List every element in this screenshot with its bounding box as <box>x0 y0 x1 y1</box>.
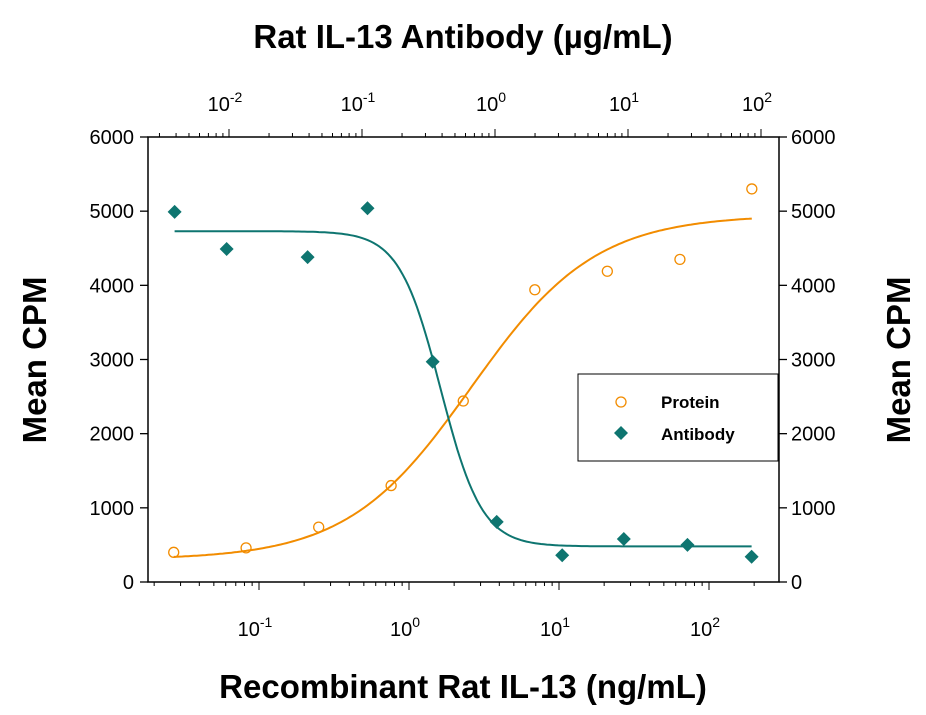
legend-label-antibody: Antibody <box>661 425 735 444</box>
protein-point <box>240 542 252 554</box>
y-tick-label-right: 2000 <box>791 424 836 446</box>
antibody-point <box>489 514 504 529</box>
x-top-tick-label: 10-1 <box>341 89 376 116</box>
protein-point <box>674 253 686 266</box>
legend: Protein Antibody <box>577 373 779 462</box>
antibody-point <box>616 531 631 546</box>
x-top-tick-label: 10-2 <box>208 89 243 116</box>
x-bottom-tick-label: 102 <box>690 614 720 641</box>
x-top-tick-label: 102 <box>742 89 772 116</box>
y-tick-label-right: 5000 <box>791 201 836 223</box>
protein-point <box>529 284 541 296</box>
y-tick-label-right: 4000 <box>791 275 836 297</box>
y-tick-label-right: 0 <box>791 572 802 594</box>
antibody-point <box>680 537 695 552</box>
protein-fit-curve <box>173 217 752 558</box>
y-tick-label-left: 5000 <box>90 201 135 223</box>
y-tick-label-right: 6000 <box>791 127 836 149</box>
y-axis-title-left: Mean CPM <box>16 277 53 444</box>
top-axis-title: Rat IL-13 Antibody (µg/mL) <box>253 18 672 55</box>
y-tick-label-right: 1000 <box>791 498 836 520</box>
x-bottom-tick-label: 10-1 <box>238 614 273 641</box>
plot-frame <box>147 136 780 583</box>
antibody-point <box>360 201 375 216</box>
y-tick-label-left: 6000 <box>90 127 135 149</box>
antibody-point <box>300 250 315 265</box>
x-top-tick-label: 100 <box>476 89 506 116</box>
antibody-fit-curve <box>174 230 752 548</box>
x-bottom-tick-label: 100 <box>390 614 420 641</box>
antibody-point <box>555 548 570 563</box>
y-tick-label-left: 3000 <box>90 350 135 372</box>
antibody-point <box>219 241 234 256</box>
x-bottom-tick-label: 101 <box>540 614 570 641</box>
legend-label-protein: Protein <box>661 393 720 412</box>
y-axis-title-right: Mean CPM <box>880 277 917 444</box>
x-axis-title: Recombinant Rat IL-13 (ng/mL) <box>219 668 707 705</box>
protein-point <box>168 546 180 558</box>
y-tick-label-left: 0 <box>123 572 134 594</box>
y-tick-label-left: 2000 <box>90 424 135 446</box>
antibody-point <box>744 549 759 564</box>
x-top-tick-label: 101 <box>609 89 639 116</box>
protein-point <box>457 395 469 407</box>
antibody-point <box>425 354 440 369</box>
y-tick-label-right: 3000 <box>791 350 836 372</box>
protein-point <box>313 521 325 533</box>
legend-box <box>577 373 779 462</box>
protein-point <box>746 183 758 195</box>
antibody-point <box>167 204 182 219</box>
y-tick-label-left: 1000 <box>90 498 135 520</box>
y-tick-label-left: 4000 <box>90 275 135 297</box>
legend-marker-antibody <box>614 426 628 440</box>
legend-marker-protein <box>615 396 627 408</box>
protein-point <box>601 265 613 277</box>
protein-point <box>385 479 397 492</box>
